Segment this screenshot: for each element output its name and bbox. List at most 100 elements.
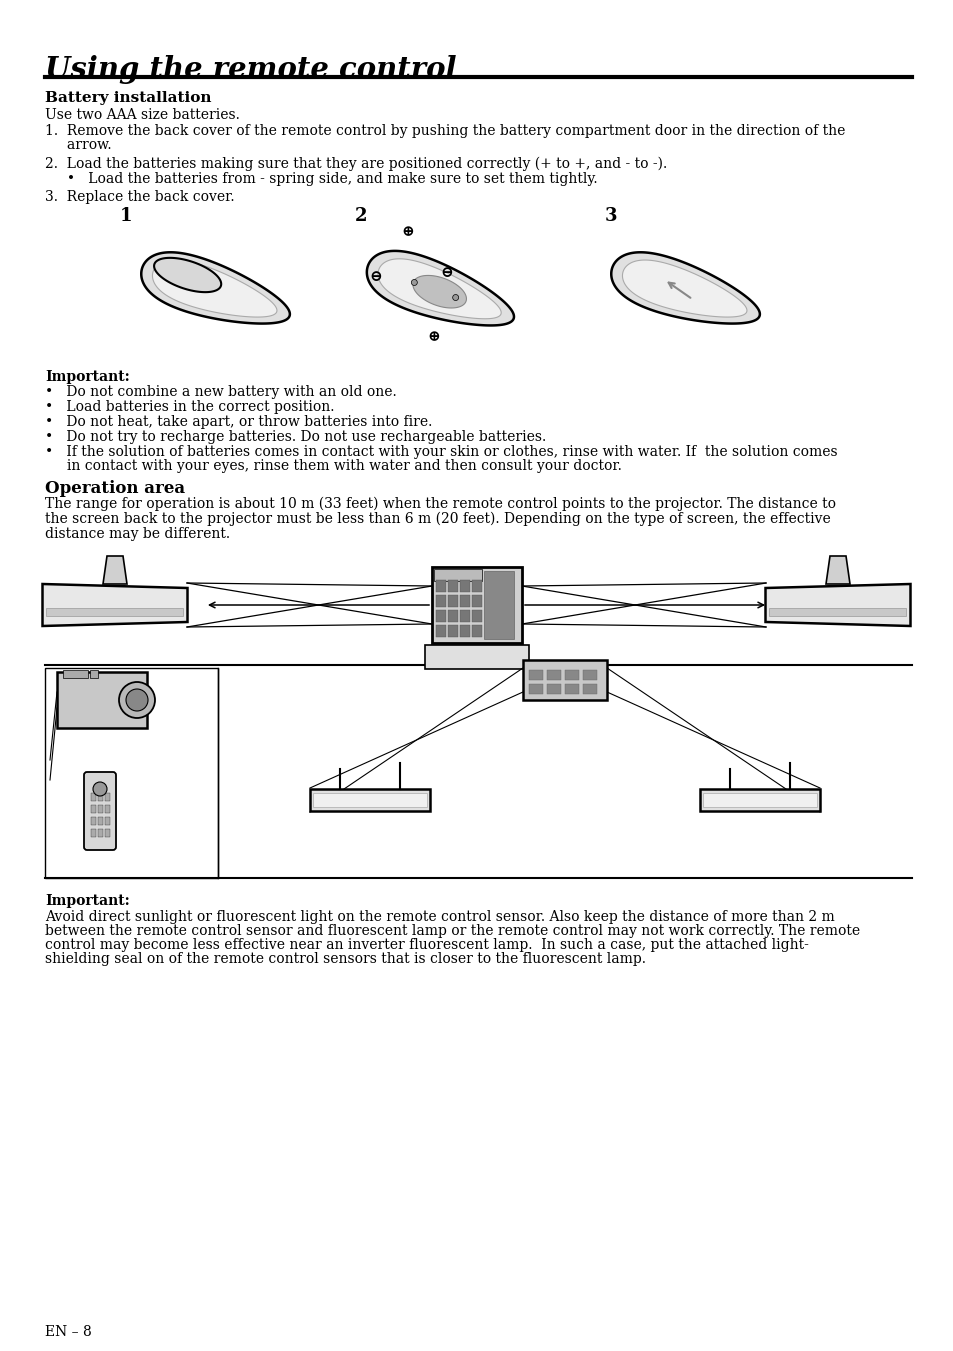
Text: The range for operation is about 10 m (33 feet) when the remote control points t: The range for operation is about 10 m (3… — [45, 497, 835, 512]
Bar — [98, 830, 103, 838]
Text: ⊕: ⊕ — [427, 331, 439, 345]
Text: EN – 8: EN – 8 — [45, 1325, 91, 1339]
Text: arrow.: arrow. — [45, 138, 112, 153]
Text: •   Do not combine a new battery with an old one.: • Do not combine a new battery with an o… — [45, 385, 396, 399]
Bar — [564, 670, 578, 680]
Polygon shape — [103, 557, 127, 584]
Text: 3.  Replace the back cover.: 3. Replace the back cover. — [45, 190, 234, 204]
Bar — [459, 580, 470, 592]
Polygon shape — [152, 259, 276, 317]
Bar — [98, 817, 103, 825]
Text: •   If the solution of batteries comes in contact with your skin or clothes, rin: • If the solution of batteries comes in … — [45, 444, 837, 459]
Bar — [98, 793, 103, 801]
Circle shape — [119, 682, 154, 717]
Bar — [546, 684, 560, 694]
Text: Using the remote control: Using the remote control — [45, 55, 456, 84]
Text: •   Do not try to recharge batteries. Do not use rechargeable batteries.: • Do not try to recharge batteries. Do n… — [45, 430, 546, 444]
Bar — [436, 611, 446, 621]
Polygon shape — [154, 258, 221, 292]
Text: 1.  Remove the back cover of the remote control by pushing the battery compartme: 1. Remove the back cover of the remote c… — [45, 124, 844, 138]
Bar — [522, 661, 606, 700]
Bar — [448, 626, 457, 638]
Bar — [472, 611, 481, 621]
Bar — [105, 805, 110, 813]
Text: the screen back to the projector must be less than 6 m (20 feet). Depending on t: the screen back to the projector must be… — [45, 512, 830, 527]
Bar — [105, 793, 110, 801]
Text: •   Do not heat, take apart, or throw batteries into fire.: • Do not heat, take apart, or throw batt… — [45, 415, 432, 430]
Text: Important:: Important: — [45, 370, 130, 384]
Text: 2.  Load the batteries making sure that they are positioned correctly (+ to +, a: 2. Load the batteries making sure that t… — [45, 157, 666, 172]
Circle shape — [92, 782, 107, 796]
Bar — [448, 611, 457, 621]
Bar — [472, 594, 481, 607]
Polygon shape — [825, 557, 849, 584]
Bar — [472, 580, 481, 592]
Bar — [459, 626, 470, 638]
Text: 1: 1 — [120, 207, 132, 226]
Text: 2: 2 — [355, 207, 367, 226]
Polygon shape — [43, 584, 188, 626]
Bar — [436, 626, 446, 638]
Text: ⊕: ⊕ — [401, 226, 414, 239]
Text: Use two AAA size batteries.: Use two AAA size batteries. — [45, 108, 239, 122]
Bar — [90, 670, 98, 678]
Bar — [582, 684, 597, 694]
Bar — [472, 626, 481, 638]
Bar — [529, 684, 542, 694]
Text: •   Load the batteries from - spring side, and make sure to set them tightly.: • Load the batteries from - spring side,… — [45, 172, 597, 186]
Bar — [448, 580, 457, 592]
Polygon shape — [367, 251, 514, 326]
FancyBboxPatch shape — [84, 771, 116, 850]
Bar — [98, 805, 103, 813]
Bar — [47, 608, 183, 616]
Bar — [57, 671, 147, 728]
Bar — [313, 793, 427, 807]
Bar — [432, 567, 521, 643]
Bar — [91, 830, 96, 838]
Polygon shape — [141, 253, 290, 323]
Circle shape — [453, 295, 458, 300]
Bar — [459, 594, 470, 607]
Text: shielding seal on of the remote control sensors that is closer to the fluorescen: shielding seal on of the remote control … — [45, 952, 645, 966]
Bar — [700, 789, 820, 811]
Bar — [424, 644, 529, 669]
Bar — [63, 670, 88, 678]
Polygon shape — [413, 276, 466, 308]
Circle shape — [411, 280, 416, 285]
Bar — [436, 580, 446, 592]
Text: ⊖: ⊖ — [369, 270, 382, 284]
Bar — [769, 608, 905, 616]
Bar — [546, 670, 560, 680]
Text: control may become less effective near an inverter fluorescent lamp.  In such a : control may become less effective near a… — [45, 938, 808, 952]
Bar — [459, 611, 470, 621]
Bar — [45, 667, 218, 878]
Text: ⊖: ⊖ — [439, 266, 453, 280]
Bar — [529, 670, 542, 680]
Bar — [434, 569, 481, 581]
Text: between the remote control sensor and fluorescent lamp or the remote control may: between the remote control sensor and fl… — [45, 924, 860, 938]
Text: 3: 3 — [604, 207, 617, 226]
Bar — [91, 793, 96, 801]
Bar — [702, 793, 816, 807]
Text: Operation area: Operation area — [45, 480, 185, 497]
Bar — [436, 594, 446, 607]
Circle shape — [126, 689, 148, 711]
Polygon shape — [621, 259, 746, 317]
Bar — [483, 571, 514, 639]
Bar — [105, 817, 110, 825]
Bar — [91, 805, 96, 813]
Bar — [564, 684, 578, 694]
Text: •   Load batteries in the correct position.: • Load batteries in the correct position… — [45, 400, 335, 413]
Polygon shape — [764, 584, 909, 626]
Bar — [310, 789, 430, 811]
Bar — [91, 817, 96, 825]
Text: Important:: Important: — [45, 894, 130, 908]
Text: distance may be different.: distance may be different. — [45, 527, 230, 540]
Text: Avoid direct sunlight or fluorescent light on the remote control sensor. Also ke: Avoid direct sunlight or fluorescent lig… — [45, 911, 834, 924]
Bar — [105, 830, 110, 838]
Polygon shape — [611, 253, 760, 323]
Polygon shape — [377, 259, 500, 319]
Text: Battery installation: Battery installation — [45, 91, 212, 105]
Bar — [582, 670, 597, 680]
Bar — [448, 594, 457, 607]
